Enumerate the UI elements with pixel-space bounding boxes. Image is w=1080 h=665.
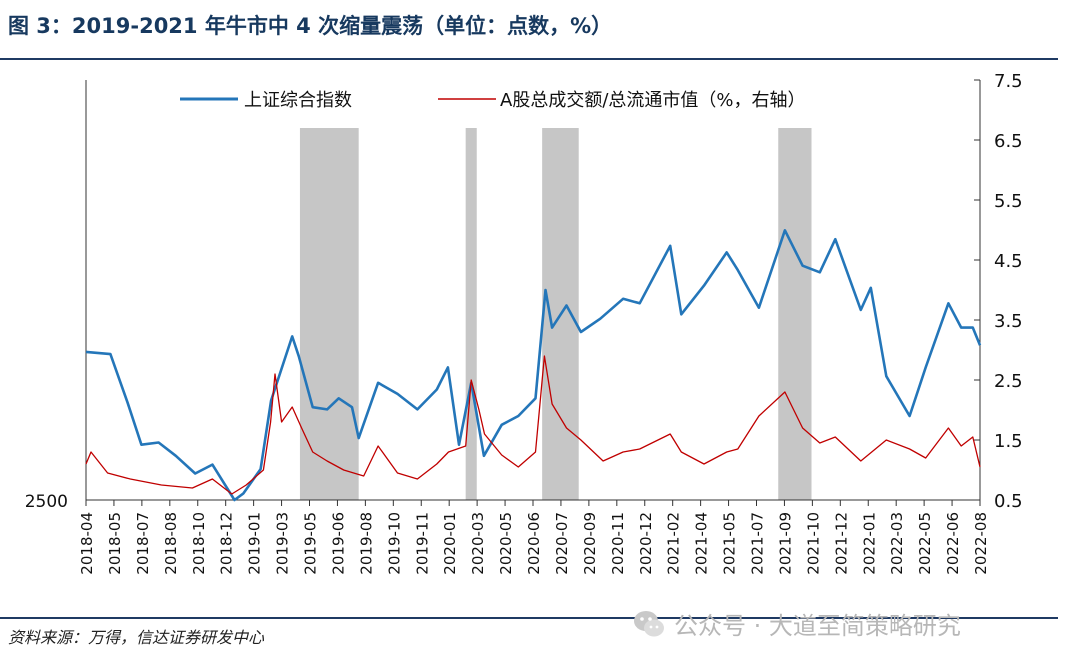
x-tick-label: 2018-08 [162,512,180,575]
x-tick-label: 2020-01 [441,512,459,575]
x-tick-label: 2018-04 [78,512,96,575]
x-tick-label: 2020-12 [637,512,655,575]
x-tick-label: 2020-05 [497,512,515,575]
watermark-text: 公众号 · 大道至简策略研究 [674,612,961,640]
x-tick-label: 2020-07 [553,512,571,575]
chart-axes: 2500 7.5 6.5 5.5 4.5 3.5 2.5 1.5 0.5 2018-04 2018-… [25,71,1023,575]
shaded-period-1 [299,128,359,500]
right-tick-label: 6.5 [994,131,1023,152]
source-note: 资料来源：万得，信达证券研发中心 [8,628,265,647]
x-tick-label: 2020-11 [609,512,627,575]
right-tick-label: 3.5 [994,311,1023,332]
x-tick-label: 2021-09 [776,512,794,575]
right-tick-label: 4.5 [994,251,1023,272]
right-tick-label: 5.5 [994,191,1023,212]
legend-label-turnover: A股总成交额/总流通市值（%，右轴） [500,90,805,111]
x-tick-label: 2020-09 [581,512,599,575]
x-tick-label: 2021-10 [804,512,822,575]
x-tick-label: 2019-11 [413,512,431,575]
shaded-period-2 [465,128,477,500]
x-tick-label: 2020-06 [525,512,543,575]
footer-rule [0,617,1058,619]
right-tick-label: 2.5 [994,371,1023,392]
watermark: 公众号 · 大道至简策略研究 [632,606,961,641]
x-tick-label: 2019-01 [246,512,264,575]
chart-legend: 上证综合指数 A股总成交额/总流通市值（%，右轴） [180,90,805,111]
x-tick-label: 2021-12 [832,512,850,575]
x-tick-label: 2018-05 [106,512,124,575]
title-rule [0,58,1058,60]
right-tick-label: 7.5 [994,71,1023,92]
right-tick-label: 0.5 [994,491,1023,512]
x-tick-label: 2021-02 [665,512,683,575]
x-tick-label: 2018-07 [134,512,152,575]
x-tick-label: 2019-03 [274,512,292,575]
shaded-period-4 [778,128,812,500]
x-tick-label: 2022-06 [944,512,962,575]
x-tick-label: 2022-01 [860,512,878,575]
wechat-icon [634,610,664,636]
chart-series [85,229,982,502]
x-tick-label: 2021-05 [721,512,739,575]
x-tick-label: 2022-05 [916,512,934,575]
x-tick-label: 2019-05 [302,512,320,575]
x-tick-label: 2018-10 [190,512,208,575]
x-tick-label: 2019-06 [329,512,347,575]
shaded-periods [299,128,812,500]
right-tick-label: 1.5 [994,431,1023,452]
x-tick-label: 2022-08 [972,512,990,575]
series-line-turnover [85,355,981,495]
x-tick-label: 2022-03 [888,512,906,575]
x-tick-label: 2020-03 [469,512,487,575]
legend-label-index: 上证综合指数 [244,90,352,111]
x-tick-label: 2019-10 [385,512,403,575]
x-tick-label: 2018-12 [218,512,236,575]
series-line-index [85,229,982,502]
figure-title: 图 3：2019-2021 年牛市中 4 次缩量震荡（单位：点数，%） [8,14,613,38]
x-tick-label: 2019-08 [357,512,375,575]
x-tick-label: 2021-04 [693,512,711,575]
x-tick-label: 2021-07 [749,512,767,575]
left-tick-label: 2500 [25,492,68,512]
